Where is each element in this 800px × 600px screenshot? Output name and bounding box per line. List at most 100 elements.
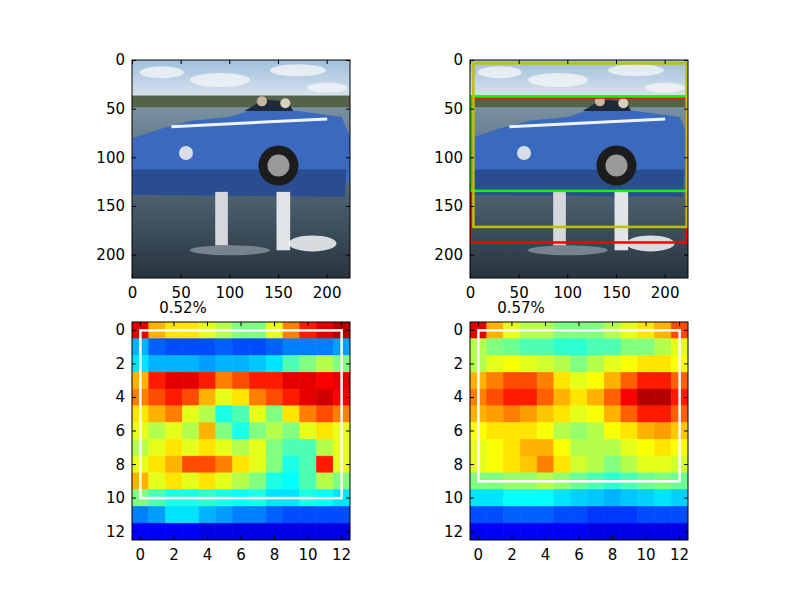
heatmap-cell <box>638 439 655 456</box>
car-hull <box>133 170 347 197</box>
strut <box>277 192 291 250</box>
x-tick <box>181 60 182 64</box>
heatmap-cell <box>283 423 300 440</box>
heatmap-cell <box>504 389 521 406</box>
x-tick <box>511 322 512 326</box>
x-tick <box>478 536 479 540</box>
heatmap-cell <box>520 406 537 423</box>
heatmap-cell <box>249 506 266 523</box>
x-tick <box>241 536 242 540</box>
heatmap-cell <box>537 523 554 540</box>
axes-frame <box>132 322 350 540</box>
x-tick <box>478 322 479 326</box>
heatmap-cell <box>554 506 571 523</box>
heatmap-cell <box>504 423 521 440</box>
y-tick <box>346 157 350 158</box>
heatmap-cell <box>537 389 554 406</box>
heatmap-cell <box>604 456 621 473</box>
heatmap-cell <box>216 523 233 540</box>
x-tick-label: 150 <box>602 284 631 302</box>
heatmap-cell <box>554 356 571 373</box>
y-tick <box>132 255 136 256</box>
heatmap-cell <box>300 439 317 456</box>
bounding-box <box>470 97 686 242</box>
y-tick <box>132 206 136 207</box>
heatmap-cell <box>216 439 233 456</box>
x-tick <box>665 60 666 64</box>
heatmap-cell <box>283 389 300 406</box>
heatmap-cell <box>182 406 199 423</box>
heatmap-cell <box>487 523 504 540</box>
cloud <box>645 83 685 93</box>
heatmap-cell <box>166 389 183 406</box>
heatmap-cell <box>216 456 233 473</box>
heatmap-cell <box>182 339 199 356</box>
x-tick <box>519 60 520 64</box>
heatmap-cell <box>520 423 537 440</box>
heatmap-cell <box>504 490 521 507</box>
y-tick-label: 2 <box>453 355 463 373</box>
y-tick <box>684 431 688 432</box>
axes-frame <box>470 60 688 278</box>
y-tick <box>346 397 350 398</box>
heatmap-cell <box>587 523 604 540</box>
heatmap-cell <box>216 356 233 373</box>
heatmap-cell <box>654 490 671 507</box>
y-tick-label: 8 <box>115 456 125 474</box>
heatmap-cell <box>166 439 183 456</box>
sky <box>470 60 688 101</box>
heatmap-cell <box>571 523 588 540</box>
x-tick-label: 12 <box>332 546 351 564</box>
x-tick-label: 100 <box>553 284 582 302</box>
heatmap-cell <box>621 372 638 389</box>
heatmap-cell <box>166 339 183 356</box>
heatmap-cell <box>587 456 604 473</box>
heatmap-cell <box>638 456 655 473</box>
heatmap-cell <box>266 473 283 490</box>
heatmap-cell <box>520 523 537 540</box>
x-tick <box>173 322 174 326</box>
heatmap-cell <box>149 406 166 423</box>
y-tick-label: 12 <box>106 523 125 541</box>
x-tick <box>229 274 230 278</box>
heatmap-cell <box>266 356 283 373</box>
heatmap-cell <box>149 356 166 373</box>
plot-area <box>132 60 350 278</box>
strut <box>215 192 228 246</box>
y-tick <box>470 206 474 207</box>
y-tick <box>346 206 350 207</box>
heatmap-cell <box>149 423 166 440</box>
plot-area <box>470 322 688 540</box>
x-tick <box>278 60 279 64</box>
cloud <box>190 73 250 87</box>
plot-area <box>470 60 688 278</box>
wheel <box>596 146 636 186</box>
heatmap-cell <box>537 456 554 473</box>
heatmap-cell <box>300 473 317 490</box>
heatmap-cell <box>316 339 333 356</box>
x-tick-label: 0 <box>128 284 138 302</box>
heatmap-cell <box>166 473 183 490</box>
y-tick-label: 150 <box>96 197 125 215</box>
heatmap-cell <box>249 456 266 473</box>
heatmap-cell <box>470 523 487 540</box>
x-tick <box>181 274 182 278</box>
heatmap-cell <box>621 356 638 373</box>
heatmap-cell <box>266 456 283 473</box>
heatmap-cell <box>283 356 300 373</box>
heatmap-cell <box>216 389 233 406</box>
x-tick <box>616 274 617 278</box>
heatmap-cell <box>300 372 317 389</box>
x-tick <box>278 274 279 278</box>
x-tick <box>679 536 680 540</box>
car-hull <box>471 170 685 197</box>
heatmap-cell <box>199 339 216 356</box>
y-tick <box>470 157 474 158</box>
heatmap-cell <box>149 506 166 523</box>
x-tick <box>140 536 141 540</box>
heatmap-cell <box>216 372 233 389</box>
y-tick-label: 0 <box>453 321 463 339</box>
heatmap-cell <box>604 339 621 356</box>
heatmap-cell <box>638 339 655 356</box>
heatmap-cell <box>604 523 621 540</box>
